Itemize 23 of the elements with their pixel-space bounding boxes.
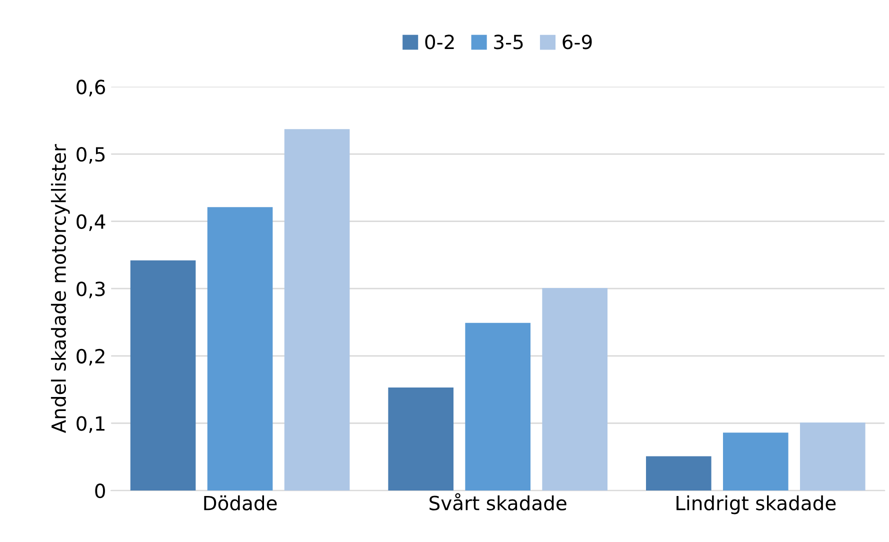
- bar: [646, 456, 712, 491]
- legend-label: 6-9: [562, 34, 592, 50]
- y-axis-title: Andel skadade motorcyklister: [50, 144, 70, 434]
- x-tick-label: Svårt skadade: [430, 493, 566, 510]
- bar: [542, 288, 608, 491]
- legend-label: 0-2: [425, 34, 454, 50]
- bar: [130, 260, 196, 491]
- x-tick-label: Dödade: [204, 495, 277, 510]
- y-tick-label: 0,5: [76, 146, 105, 164]
- bar: [800, 422, 866, 491]
- x-tick-label: Lindrigt skadade: [676, 495, 836, 514]
- bar: [722, 432, 788, 491]
- y-tick-label: 0: [95, 483, 105, 498]
- bar: [207, 207, 273, 491]
- legend-label: 3-5: [494, 34, 523, 50]
- y-tick-label: 0,4: [76, 214, 106, 231]
- y-tick-label: 0,2: [76, 348, 104, 366]
- y-tick-label: 0,3: [76, 282, 105, 298]
- y-tick-label: 0,6: [76, 80, 106, 96]
- bar: [388, 388, 454, 491]
- y-tick-label: 0,1: [76, 416, 104, 433]
- bar: [465, 322, 530, 491]
- bar: [284, 129, 350, 491]
